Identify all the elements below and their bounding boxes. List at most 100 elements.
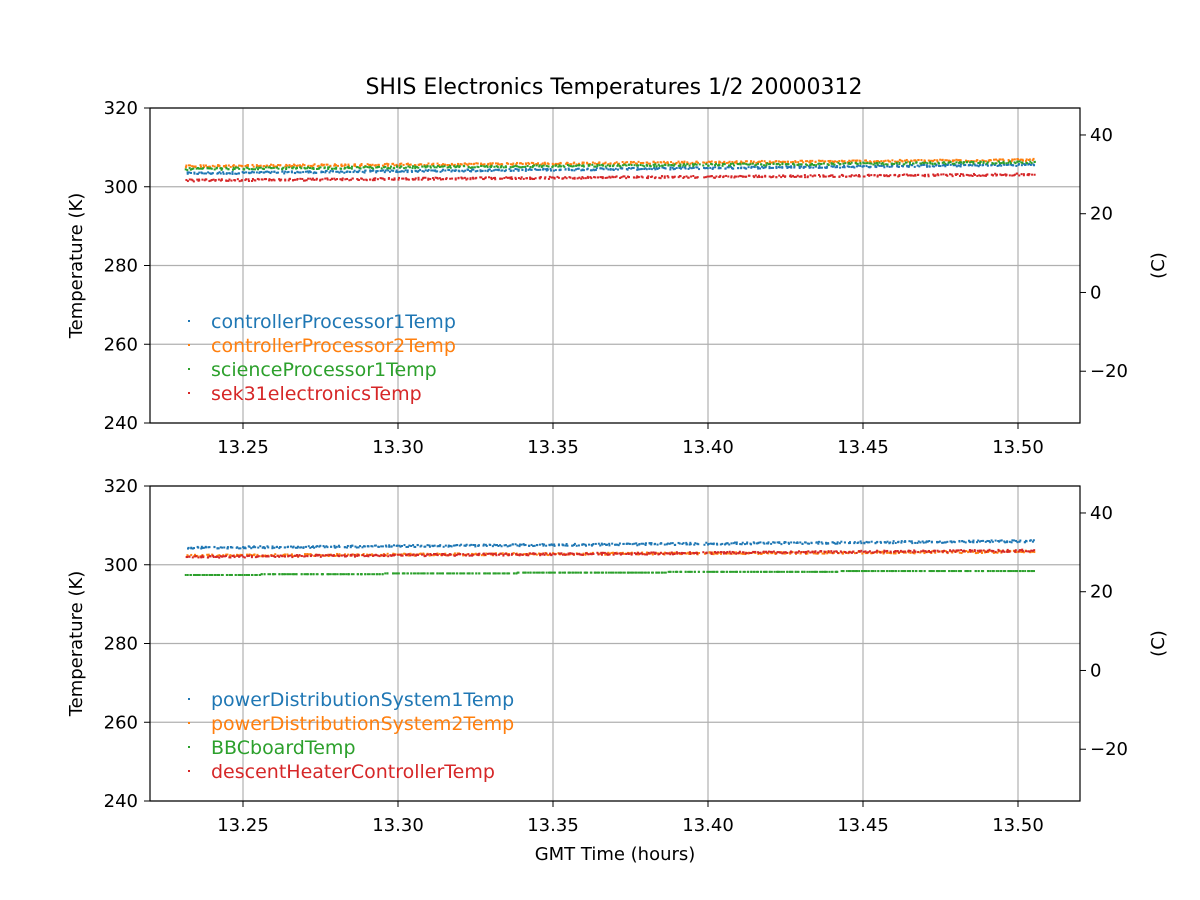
data-point	[412, 178, 415, 181]
data-point	[746, 570, 749, 573]
data-point	[354, 554, 357, 557]
data-point	[803, 165, 806, 168]
data-point	[652, 163, 655, 166]
data-point	[850, 166, 853, 169]
data-point	[675, 167, 678, 170]
data-point	[865, 165, 868, 168]
data-point	[912, 570, 915, 573]
data-point	[385, 554, 388, 557]
data-point	[1004, 173, 1007, 176]
data-point	[893, 162, 896, 165]
data-point	[255, 573, 258, 576]
data-point	[842, 552, 845, 555]
data-point	[409, 163, 412, 166]
data-point	[293, 554, 296, 557]
data-point	[770, 166, 773, 169]
data-point	[305, 179, 308, 182]
data-point	[745, 163, 748, 166]
data-point	[614, 176, 617, 179]
data-point	[847, 162, 850, 165]
data-point	[538, 165, 541, 168]
data-point	[501, 572, 504, 575]
data-point	[430, 163, 433, 166]
data-point	[996, 551, 999, 554]
data-point	[757, 551, 760, 554]
data-point	[781, 163, 784, 166]
legend-marker	[188, 746, 190, 748]
data-point	[256, 555, 259, 558]
data-point	[845, 570, 848, 573]
data-point	[588, 164, 591, 167]
data-point	[1016, 541, 1019, 544]
data-point	[971, 174, 974, 177]
data-point	[413, 178, 416, 181]
data-point	[482, 552, 485, 555]
data-point	[702, 164, 705, 167]
data-point	[432, 545, 435, 548]
data-point	[645, 168, 648, 171]
data-point	[581, 176, 584, 179]
data-point	[1017, 163, 1020, 166]
data-point	[732, 570, 735, 573]
data-point	[216, 172, 219, 175]
y-tick-label: 260	[104, 712, 138, 733]
data-point	[651, 175, 654, 178]
data-point	[896, 165, 899, 168]
data-point	[1024, 159, 1027, 162]
data-point	[670, 551, 673, 554]
data-point	[937, 174, 940, 177]
data-point	[216, 555, 219, 558]
data-point	[929, 161, 932, 164]
data-point	[582, 177, 585, 180]
data-point	[231, 168, 234, 171]
data-point	[370, 164, 373, 167]
data-point	[232, 554, 235, 557]
data-point	[393, 177, 396, 180]
data-point	[765, 542, 768, 545]
data-point	[405, 545, 408, 548]
data-point	[385, 162, 388, 165]
data-point	[322, 163, 325, 166]
data-point	[278, 573, 281, 576]
data-point	[384, 165, 387, 168]
data-point	[741, 541, 744, 544]
data-point	[230, 179, 233, 182]
data-point	[508, 168, 511, 171]
data-point	[598, 571, 601, 574]
data-point	[515, 165, 518, 168]
data-point	[804, 160, 807, 163]
data-point	[479, 176, 482, 179]
data-point	[376, 554, 379, 557]
data-point	[797, 161, 800, 164]
data-point	[964, 541, 967, 544]
data-point	[762, 570, 765, 573]
data-point	[573, 176, 576, 179]
data-point	[381, 573, 384, 576]
data-point	[284, 170, 287, 173]
series-controllerProcessor1Temp	[186, 162, 1036, 175]
data-point	[824, 570, 827, 573]
data-point	[627, 542, 630, 545]
data-point	[1019, 570, 1022, 573]
data-point	[321, 171, 324, 174]
data-point	[568, 571, 571, 574]
data-point	[276, 545, 279, 548]
data-point	[904, 159, 907, 162]
data-point	[309, 573, 312, 576]
data-point	[423, 165, 426, 168]
data-point	[735, 551, 738, 554]
data-point	[234, 172, 237, 175]
data-point	[875, 160, 878, 163]
data-point	[954, 550, 957, 553]
data-point	[881, 550, 884, 553]
data-point	[514, 176, 517, 179]
data-point	[281, 573, 284, 576]
data-point	[801, 570, 804, 573]
data-point	[767, 541, 770, 544]
data-point	[316, 554, 319, 557]
data-point	[698, 168, 701, 171]
data-point	[398, 166, 401, 169]
data-point	[423, 163, 426, 166]
data-point	[853, 174, 856, 177]
data-point	[689, 570, 692, 573]
